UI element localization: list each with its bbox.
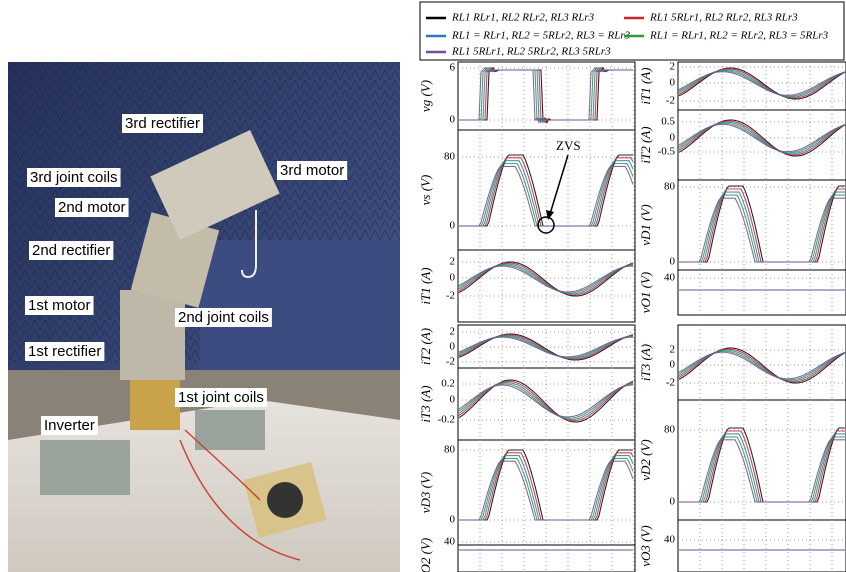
legend-label: RL1 = RLr1, RL2 = RLr2, RL3 = 5RLr3 bbox=[649, 30, 829, 42]
tick-label: 40 bbox=[664, 272, 676, 284]
tick-label: 80 bbox=[664, 181, 676, 193]
tick-label: 0 bbox=[450, 514, 456, 526]
tick-label: 0 bbox=[450, 394, 456, 406]
axis-label: vO2 (V) bbox=[418, 538, 433, 572]
tick-label: 80 bbox=[444, 444, 456, 456]
plot-frame bbox=[678, 110, 846, 180]
arrow bbox=[550, 155, 568, 214]
axis-label: vD3 (V) bbox=[418, 472, 433, 514]
photo-label: 1st motor bbox=[28, 297, 91, 314]
axis-label: iT2 (A) bbox=[638, 126, 653, 163]
axis-label: vD1 (V) bbox=[638, 204, 653, 246]
photo-label: Inverter bbox=[44, 417, 95, 434]
tick-label: -0.5 bbox=[658, 146, 676, 158]
plot-frame bbox=[678, 520, 846, 572]
tick-label: 2 bbox=[450, 256, 456, 268]
tick-label: 80 bbox=[444, 151, 456, 163]
tick-label: 0.5 bbox=[661, 116, 675, 128]
axis-label: iT3 (A) bbox=[638, 344, 653, 381]
tick-label: 0 bbox=[670, 132, 676, 144]
tick-label: 0 bbox=[450, 341, 456, 353]
tick-label: 0 bbox=[450, 220, 456, 232]
tick-label: 2 bbox=[670, 61, 676, 73]
photo-label: 1st rectifier bbox=[28, 343, 101, 360]
plot-frame bbox=[678, 270, 846, 315]
axis-label: vO1 (V) bbox=[638, 272, 653, 314]
tick-label: 2 bbox=[670, 344, 676, 356]
tick-label: 0 bbox=[450, 114, 456, 126]
tick-label: 2 bbox=[450, 326, 456, 338]
tick-label: 40 bbox=[664, 534, 676, 546]
photo-label: 3rd joint coils bbox=[30, 169, 118, 186]
axis-label: vg (V) bbox=[418, 80, 433, 112]
axis-label: iT1 (A) bbox=[638, 67, 653, 104]
tick-label: 40 bbox=[444, 536, 456, 548]
photo-label: 3rd rectifier bbox=[125, 115, 200, 132]
axis-label: iT3 (A) bbox=[418, 385, 433, 422]
photo-label: 3rd motor bbox=[280, 162, 344, 179]
photo-label: 2nd rectifier bbox=[32, 242, 110, 259]
tick-label: -0.2 bbox=[438, 414, 455, 426]
figure: 3rd rectifier 3rd joint coils 3rd motor 2nd… bbox=[0, 0, 846, 572]
annotation: ZVS bbox=[556, 138, 581, 153]
axis-label: iT2 (A) bbox=[418, 328, 433, 365]
waveform bbox=[459, 456, 633, 520]
tick-label: 6 bbox=[450, 62, 456, 74]
tick-label: 0 bbox=[670, 256, 676, 268]
photo-label: 2nd motor bbox=[58, 199, 126, 216]
legend-label: RL1 = RLr1, RL2 = 5RLr2, RL3 = RLr3 bbox=[451, 30, 631, 42]
tick-label: 0 bbox=[670, 496, 676, 508]
tick-label: -2 bbox=[446, 356, 455, 368]
axis-label: vD2 (V) bbox=[638, 439, 653, 481]
legend-label: RL1 5RLr1, RL2 RLr2, RL3 RLr3 bbox=[649, 12, 798, 24]
tick-label: 80 bbox=[664, 424, 676, 436]
legend-label: RL1 RLr1, RL2 RLr2, RL3 RLr3 bbox=[451, 12, 595, 24]
tick-label: -2 bbox=[666, 377, 675, 389]
tick-label: 0.2 bbox=[441, 378, 455, 390]
photo-label: 1st joint coils bbox=[178, 389, 264, 406]
tick-label: 0 bbox=[670, 359, 676, 371]
axis-label: vO3 (V) bbox=[638, 525, 653, 567]
tick-label: -2 bbox=[446, 290, 455, 302]
tick-label: 0 bbox=[670, 77, 676, 89]
axis-label: vs (V) bbox=[418, 175, 433, 206]
tick-label: 0 bbox=[450, 272, 456, 284]
plot-frame bbox=[678, 325, 846, 400]
axis-label: iT1 (A) bbox=[418, 267, 433, 304]
tick-label: -2 bbox=[666, 95, 675, 107]
photo-label: 2nd joint coils bbox=[178, 309, 269, 326]
legend-label: RL1 5RLr1, RL2 5RLr2, RL3 5RLr3 bbox=[451, 46, 611, 58]
